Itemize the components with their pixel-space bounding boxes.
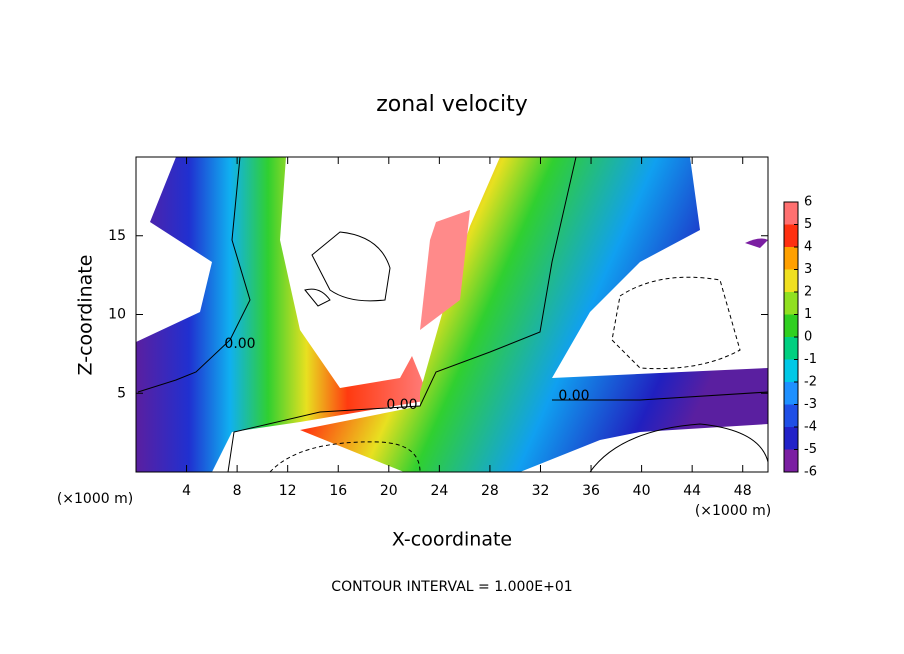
x-tick-label: 36	[582, 483, 600, 499]
x-tick-label: 48	[734, 483, 752, 499]
y-tick-label: 15	[108, 228, 126, 244]
colorbar-cell	[784, 292, 798, 315]
colorbar-label: -4	[804, 420, 817, 435]
chart-title: zonal velocity	[376, 92, 528, 117]
x-tick-label: 24	[430, 483, 448, 499]
colorbar-cell	[784, 337, 798, 360]
contour-label: 0.00	[558, 388, 589, 404]
x-tick-label: 4	[182, 483, 191, 499]
y-tick-label: 10	[108, 307, 126, 323]
x-tick-label: 16	[329, 483, 347, 499]
colorbar-label: -5	[804, 442, 817, 457]
x-unit: (×1000 m)	[695, 503, 771, 519]
x-unit: (×1000 m)	[57, 491, 133, 507]
colorbar-cell	[784, 269, 798, 292]
colorbar-cell	[784, 314, 798, 337]
colorbar-cell	[784, 382, 798, 405]
colorbar-label: 2	[804, 285, 812, 300]
contour-label: 0.00	[386, 397, 417, 413]
x-axis-label: X-coordinate	[392, 529, 512, 551]
x-tick-label: 8	[233, 483, 242, 499]
colorbar-label: 4	[804, 240, 812, 255]
x-tick-label: 32	[532, 483, 550, 499]
colorbar-label: 1	[804, 307, 812, 322]
footer: CONTOUR INTERVAL = 1.000E+01	[331, 579, 572, 595]
x-tick-label: 20	[380, 483, 398, 499]
colorbar-cell	[784, 449, 798, 472]
colorbar-cell	[784, 247, 798, 270]
x-tick-label: 12	[279, 483, 297, 499]
colorbar-cell	[784, 427, 798, 450]
colorbar-cell	[784, 404, 798, 427]
colorbar-label: 5	[804, 217, 812, 232]
colorbar-label: 0	[804, 330, 812, 345]
colorbar-label: 6	[804, 195, 812, 210]
x-tick-label: 28	[481, 483, 499, 499]
colorbar-label: -6	[804, 465, 817, 480]
y-axis-label: Z-coordinate	[75, 255, 97, 376]
colorbar-cell	[784, 224, 798, 247]
y-tick-label: 5	[117, 385, 126, 401]
colorbar-cell	[784, 359, 798, 382]
x-tick-label: 44	[683, 483, 701, 499]
colorbar-label: -2	[804, 375, 817, 390]
colorbar-label: 3	[804, 262, 812, 277]
colorbar-cell	[784, 202, 798, 225]
contour-label: 0.00	[224, 336, 255, 352]
colorbar-label: -1	[804, 352, 817, 367]
x-tick-label: 40	[633, 483, 651, 499]
field	[136, 156, 769, 473]
colorbar-label: -3	[804, 397, 817, 412]
